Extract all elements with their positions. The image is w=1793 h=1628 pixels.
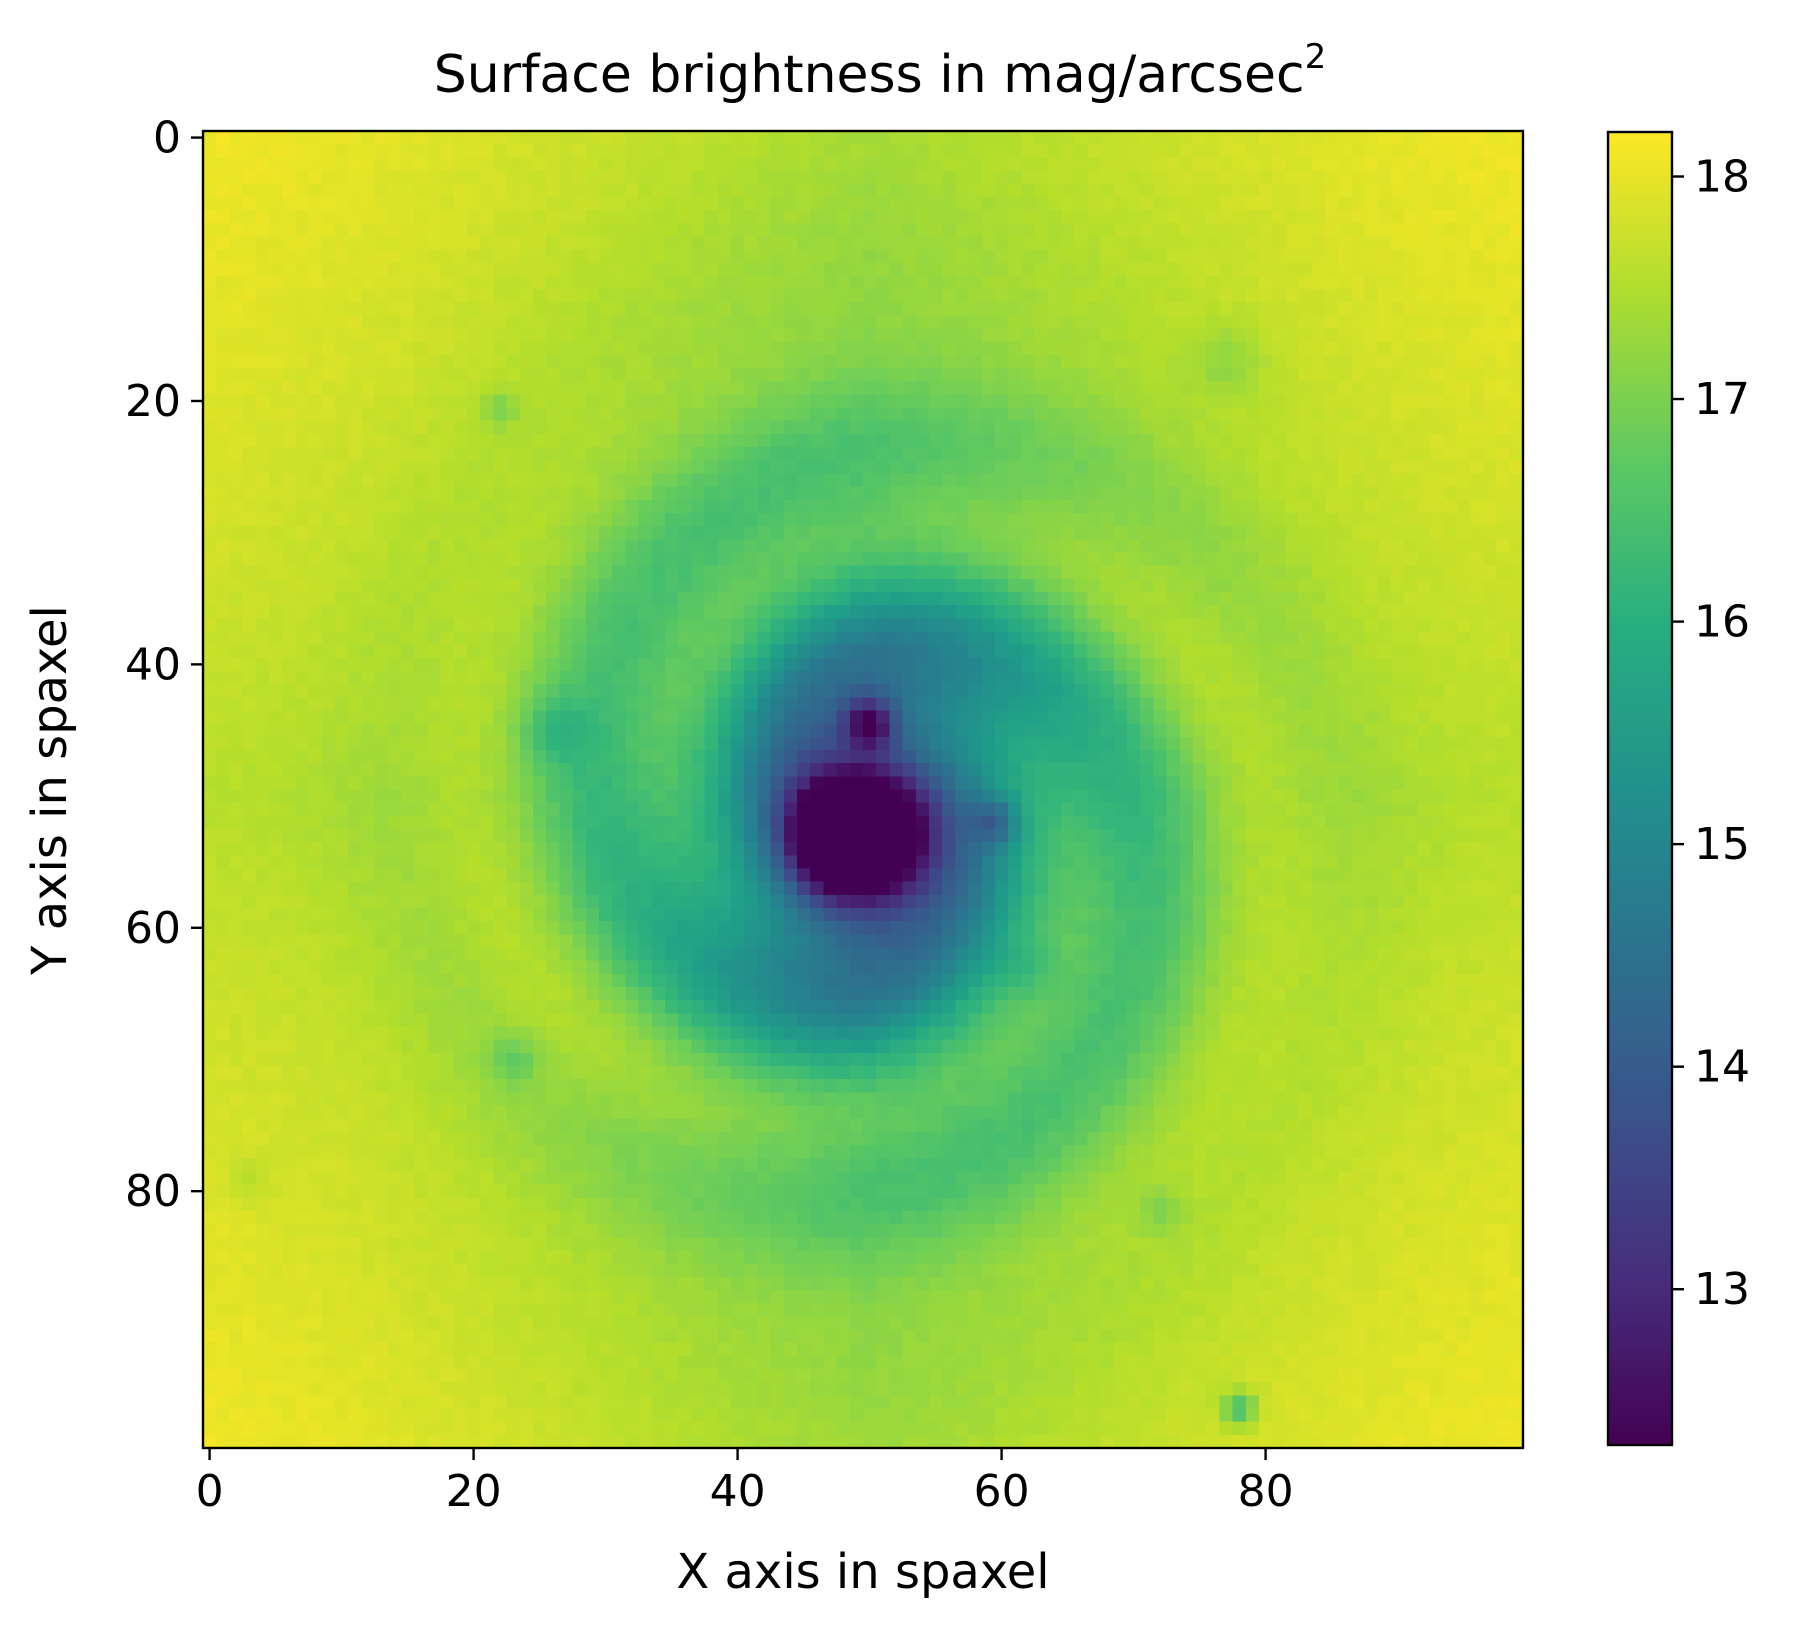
chart-title: Surface brightness in mag/arcsec2: [434, 37, 1326, 105]
colorbar-ticks: 13 14 15 16 17 18: [1672, 152, 1750, 1315]
y-tick-label: 40: [125, 639, 181, 690]
colorbar-tick-label: 16: [1694, 597, 1750, 648]
y-tick-label: 60: [125, 903, 181, 954]
x-tick-label: 40: [710, 1466, 766, 1517]
colorbar-tick-label: 18: [1694, 152, 1750, 203]
x-tick-label: 20: [446, 1466, 502, 1517]
y-axis-label: Y axis in spaxel: [22, 605, 78, 976]
x-tick-label: 80: [1238, 1466, 1294, 1517]
chart-title-superscript: 2: [1305, 37, 1327, 77]
colorbar: [1606, 130, 1674, 1447]
x-axis-ticks: 0 20 40 60 80: [196, 1448, 1294, 1517]
colorbar-tick-label: 15: [1694, 819, 1750, 870]
y-tick-label: 20: [125, 376, 181, 427]
heatmap-pixels: [203, 131, 1523, 1448]
x-tick-label: 60: [974, 1466, 1030, 1517]
y-tick-label: 0: [153, 113, 181, 164]
x-axis-label: X axis in spaxel: [676, 1544, 1049, 1600]
y-axis-ticks: 0 20 40 60 80: [125, 113, 203, 1217]
colorbar-tick-label: 14: [1694, 1042, 1750, 1093]
x-tick-label: 0: [196, 1466, 224, 1517]
colorbar-tick-label: 13: [1694, 1264, 1750, 1315]
y-tick-label: 80: [125, 1166, 181, 1217]
chart-title-main: Surface brightness in mag/arcsec: [434, 45, 1305, 105]
heatmap-image: [203, 131, 1523, 1448]
colorbar-tick-label: 17: [1694, 374, 1750, 425]
plot-frame: [201, 129, 1525, 1450]
